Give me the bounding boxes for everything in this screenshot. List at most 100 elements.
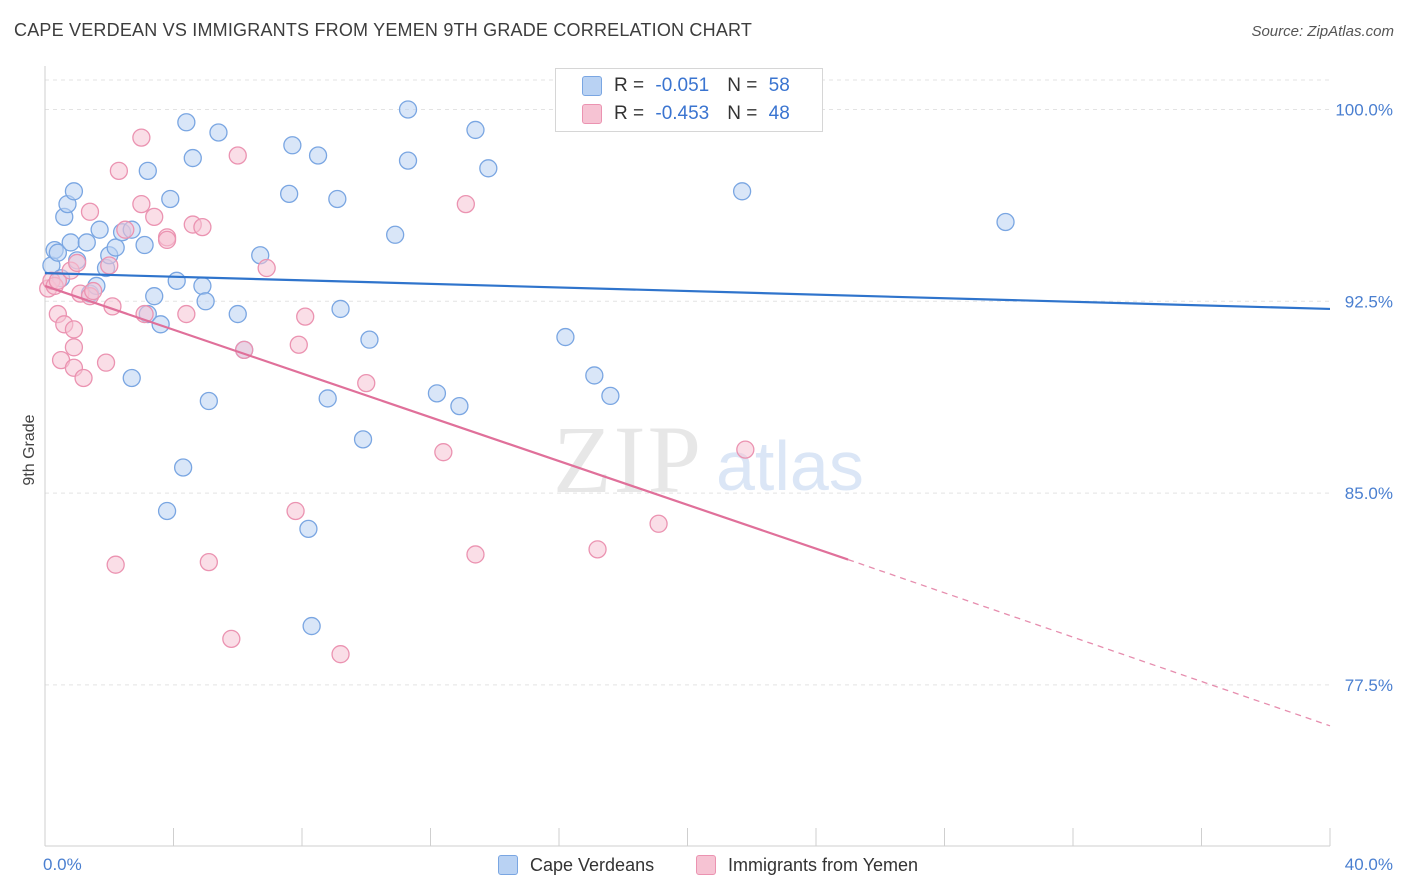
yemen-immigrant-point [222,629,241,649]
yemen-immigrant-point [64,320,84,339]
yemen-immigrant-point [228,146,247,165]
yemen-immigrant-point [588,540,607,559]
cape-verdean-point [61,233,80,252]
yemen-immigrant-point [109,161,129,181]
cape-verdean-point [283,136,302,155]
legend-swatch-pink [582,104,602,124]
x-tick-label-min: 0.0% [43,855,82,874]
series-cape-verdeans [42,100,1015,636]
yemen-immigrant-point [132,194,151,214]
source-label: Source: ZipAtlas.com [1251,23,1394,40]
watermark: ZIP atlas [553,406,864,513]
cape-verdean-point [77,233,96,252]
cape-verdean-point [161,189,180,209]
yemen-immigrant-point [67,253,87,273]
cape-verdean-point [199,391,218,411]
legend-r-value-1: -0.051 [655,75,710,96]
trend-line-cape-verdeans [44,272,1331,311]
legend-n-label-2: N = [727,103,763,124]
yemen-immigrant-point [157,230,177,250]
cape-verdean-point [228,304,247,324]
cape-verdean-point [173,458,193,477]
yemen-immigrant-point [84,281,103,301]
cape-verdean-point [308,146,328,165]
x-tick-label-max: 40.0% [1345,855,1393,874]
cape-verdean-point [196,292,215,311]
y-tick-label: 85.0% [1345,484,1393,503]
cape-verdean-point [167,271,186,290]
legend-correlation: R = -0.051 N = 58 R = -0.453 N = 48 [555,68,823,132]
cape-verdean-point [601,386,620,406]
yemen-immigrant-point [466,545,485,564]
legend-row-cape-verdeans: R = -0.051 N = 58 [582,73,790,99]
yemen-immigrant-point [106,555,125,574]
legend-bottom-label-2: Immigrants from Yemen [728,854,919,875]
yemen-immigrant-point [100,256,119,275]
series-immigrants-from-yemen [39,128,755,664]
cape-verdean-point [331,299,350,319]
yemen-immigrant-point [357,373,376,393]
cape-verdean-point [193,276,212,296]
cape-verdean-point [360,330,379,349]
cape-verdean-point [996,212,1015,232]
trend-line-extension-immigrants-from-yemen [847,558,1331,727]
yemen-immigrant-point [456,194,475,214]
cape-verdean-point [135,235,154,255]
cape-verdean-point [145,287,164,306]
legend-item-immigrants-from-yemen: Immigrants from Yemen [696,852,918,878]
yemen-immigrant-point [649,514,668,533]
y-tick-label: 100.0% [1335,100,1393,119]
trend-line-immigrants-from-yemen [44,284,849,561]
cape-verdean-point [183,148,202,168]
y-tick-label: 92.5% [1345,292,1393,311]
cape-verdean-point [732,182,752,201]
cape-verdean-point [318,389,337,408]
yemen-immigrant-point [80,202,100,221]
legend-r-value-2: -0.453 [655,103,710,124]
cape-verdean-point [302,616,321,636]
legend-bottom-label-1: Cape Verdeans [530,854,655,875]
legend-row-immigrants-from-yemen: R = -0.453 N = 48 [582,101,790,127]
chart-title: CAPE VERDEAN VS IMMIGRANTS FROM YEMEN 9T… [14,20,753,40]
y-axis-label: 9th Grade [21,414,38,485]
yemen-immigrant-point [132,128,151,147]
cape-verdean-point [157,501,177,521]
cape-verdean-point [122,368,141,388]
trend-lines [44,272,1331,727]
legend-bottom-swatch-blue [498,855,518,875]
yemen-immigrant-point [296,307,315,326]
legend-r-label-1: R = [614,75,650,96]
yemen-immigrant-point [286,501,305,521]
watermark-zip: ZIP [553,406,703,513]
yemen-immigrant-point [434,443,453,462]
watermark-atlas: atlas [716,427,864,505]
cape-verdean-point [556,327,575,347]
cape-verdean-point [64,182,84,201]
cape-verdean-point [427,384,447,403]
cape-verdean-point [48,243,67,262]
y-tick-label: 77.5% [1345,676,1393,695]
yemen-immigrant-point [64,338,84,357]
cape-verdean-point [398,151,418,170]
yemen-immigrant-point [257,258,276,278]
yemen-immigrant-point [331,645,350,664]
cape-verdean-point [479,159,498,178]
legend-n-value-1: 58 [768,75,790,96]
yemen-immigrant-point [199,552,218,572]
yemen-immigrant-point [96,353,116,372]
axes [44,66,1331,847]
cape-verdean-point [299,519,318,539]
yemen-immigrant-point [177,304,196,324]
cape-verdean-point [398,100,418,119]
cape-verdean-point [106,238,125,257]
legend-r-label-2: R = [614,103,650,124]
legend-swatch-blue [582,76,602,96]
cape-verdean-point [279,184,299,204]
cape-verdean-point [585,366,604,385]
cape-verdean-point [328,189,347,209]
yemen-immigrant-point [74,368,93,388]
yemen-immigrant-point [145,207,164,227]
cape-verdean-point [450,396,469,416]
cape-verdean-point [353,430,373,449]
